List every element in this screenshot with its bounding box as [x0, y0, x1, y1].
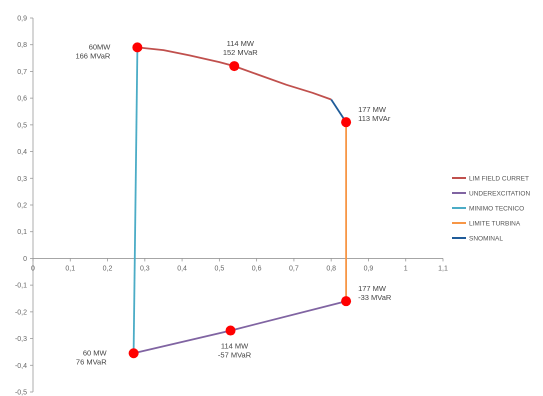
- legend-label: MINIMO TECNICO: [469, 206, 524, 213]
- annotation-label: -57 MVaR: [218, 351, 252, 360]
- annotation-label: 152 MVaR: [223, 48, 258, 57]
- series-line-minimo-tecnico: [132, 47, 139, 354]
- x-tick-label: 0,3: [140, 265, 150, 272]
- x-tick-label: 0,6: [252, 265, 262, 272]
- legend-label: SNOMINAL: [469, 236, 503, 243]
- y-tick-label: 0,7: [17, 69, 27, 76]
- annotation-label: 113 MVAr: [358, 114, 391, 123]
- annotation-label: 60 MW: [83, 348, 108, 357]
- y-tick-label: 0,4: [17, 149, 27, 156]
- annotation-label: 114 MW: [227, 39, 255, 48]
- annotation-label: 76 MVaR: [76, 357, 107, 366]
- annotation-label: 114 MW: [221, 342, 249, 351]
- y-tick-label: -0,4: [15, 363, 27, 370]
- y-tick-label: 0,6: [17, 96, 27, 103]
- annotation-label: 166 MVaR: [75, 51, 110, 60]
- y-tick-label: 0,9: [17, 16, 27, 23]
- legend-label: UNDEREXCITATION: [469, 191, 530, 198]
- chart-markers: [128, 42, 352, 359]
- annotation-label: 177 MW: [358, 284, 387, 293]
- data-point: [225, 325, 236, 336]
- annotation-label: 60MW: [89, 42, 112, 51]
- x-tick-label: 0,2: [103, 265, 113, 272]
- data-point: [341, 296, 352, 307]
- y-tick-label: -0,3: [15, 336, 27, 343]
- x-tick-label: 0,9: [364, 265, 374, 272]
- x-tick-label: 0,5: [214, 265, 224, 272]
- chart-axes: 0,9 0,8 0,7 0,6 0,5 0,4 0,3 0,2 0,1 0 -0,1 -0,2 -0,3…: [15, 16, 448, 396]
- x-tick-label: 0,1: [65, 265, 75, 272]
- annotation-label: 177 MW: [358, 105, 387, 114]
- x-tick-label: 0,4: [177, 265, 187, 272]
- data-point: [128, 348, 139, 359]
- x-tick-label: 0,8: [326, 265, 336, 272]
- chart-legend: LIM FIELD CURRET UNDEREXCITATION MINIMO TE…: [452, 176, 530, 243]
- x-tick-label: 1,1: [438, 265, 448, 272]
- data-point: [341, 117, 352, 128]
- x-tick-label: 0,7: [289, 265, 299, 272]
- y-tick-label: 0,1: [17, 229, 27, 236]
- x-tick-label: 0: [31, 265, 35, 272]
- data-point: [229, 61, 240, 72]
- y-tick-label: 0,8: [17, 42, 27, 49]
- y-tick-label: -0,5: [15, 390, 27, 396]
- y-tick-label: 0: [23, 256, 27, 263]
- data-point: [132, 42, 143, 53]
- y-tick-label: -0,2: [15, 309, 27, 316]
- chart-series: [132, 46, 348, 355]
- legend-label: LIM FIELD CURRET: [469, 176, 529, 183]
- y-tick-label: 0,2: [17, 203, 27, 210]
- annotation-label: -33 MVaR: [358, 293, 392, 302]
- y-tick-label: -0,1: [15, 283, 27, 290]
- y-tick-label: 0,5: [17, 122, 27, 129]
- x-tick-label: 1: [404, 265, 408, 272]
- y-tick-label: 0,3: [17, 176, 27, 183]
- legend-label: LIMITE TURBINA: [469, 221, 521, 228]
